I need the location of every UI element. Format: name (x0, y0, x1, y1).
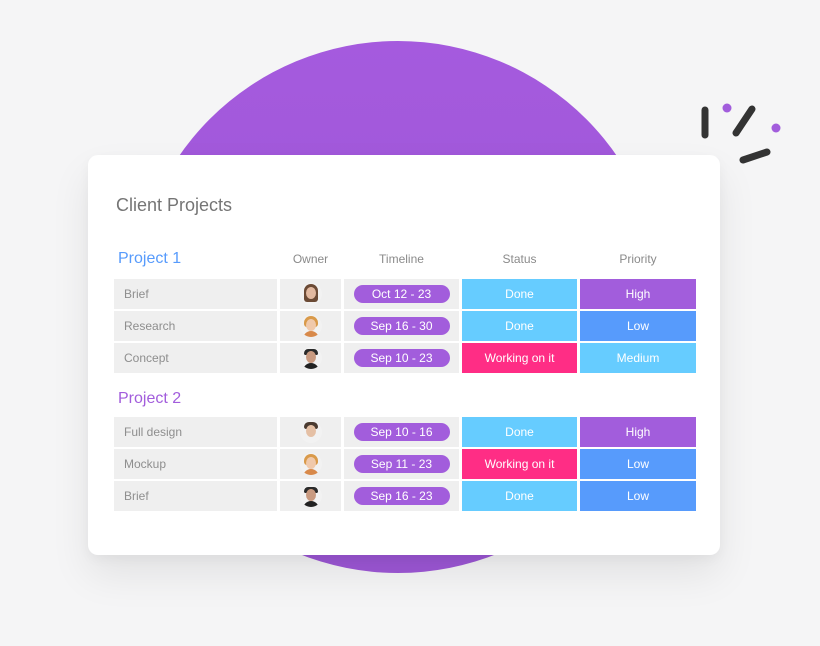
status-cell[interactable]: Done (462, 311, 577, 341)
table-row[interactable]: Mockup Sep 11 - 23 Working on it Low (114, 449, 696, 479)
column-header-status: Status (502, 252, 537, 266)
item-name[interactable]: Concept (114, 343, 277, 373)
column-header-timeline: Timeline (379, 252, 424, 266)
status-cell[interactable]: Done (462, 481, 577, 511)
item-name[interactable]: Mockup (114, 449, 277, 479)
owner-cell[interactable] (280, 481, 341, 511)
item-name[interactable]: Full design (114, 417, 277, 447)
timeline-cell[interactable]: Sep 10 - 23 (344, 343, 459, 373)
timeline-pill: Sep 16 - 23 (353, 487, 450, 505)
group-header-project-2: Project 2 (114, 384, 696, 414)
avatar-man-beard (299, 347, 322, 369)
timeline-pill: Sep 11 - 23 (353, 455, 450, 473)
avatar-woman-orange-hat (299, 315, 322, 337)
column-header-priority: Priority (619, 252, 657, 266)
priority-cell[interactable]: Low (580, 449, 696, 479)
owner-cell[interactable] (280, 343, 341, 373)
status-cell[interactable]: Working on it (462, 449, 577, 479)
priority-cell[interactable]: Low (580, 311, 696, 341)
timeline-pill: Sep 10 - 16 (353, 423, 450, 441)
table-row[interactable]: Research Sep 16 - 30 Done Low (114, 311, 696, 341)
owner-cell[interactable] (280, 417, 341, 447)
timeline-pill: Sep 16 - 30 (353, 317, 450, 335)
status-cell[interactable]: Done (462, 417, 577, 447)
group-title[interactable]: Project 2 (118, 390, 182, 407)
owner-cell[interactable] (280, 279, 341, 309)
priority-cell[interactable]: High (580, 417, 696, 447)
item-name[interactable]: Brief (114, 279, 277, 309)
owner-cell[interactable] (280, 449, 341, 479)
avatar-woman-brown-hair (299, 283, 322, 305)
avatar-woman-orange-hat (299, 453, 322, 475)
avatar-man-beard (299, 485, 322, 507)
column-header-owner: Owner (292, 252, 329, 266)
group-header-project-1: Project 1 Owner Timeline Status Priority (114, 244, 696, 274)
priority-cell[interactable]: Low (580, 481, 696, 511)
timeline-cell[interactable]: Sep 16 - 30 (344, 311, 459, 341)
table-row[interactable]: Concept Sep 10 - 23 Working on it Medium (114, 343, 696, 373)
group-title[interactable]: Project 1 (118, 250, 182, 267)
status-cell[interactable]: Done (462, 279, 577, 309)
timeline-cell[interactable]: Sep 16 - 23 (344, 481, 459, 511)
sparkle-decoration-icon (701, 103, 781, 164)
avatar-man-glasses (299, 421, 322, 443)
table-row[interactable]: Brief Oct 12 - 23 Done High (114, 279, 696, 309)
timeline-cell[interactable]: Sep 11 - 23 (344, 449, 459, 479)
board-title: Client Projects (116, 195, 233, 215)
timeline-pill: Sep 10 - 23 (353, 349, 450, 367)
table-row[interactable]: Brief Sep 16 - 23 Done Low (114, 481, 696, 511)
item-name[interactable]: Research (114, 311, 277, 341)
client-projects-board: Client Projects Project 1 Owner Timeline… (88, 155, 720, 555)
status-cell[interactable]: Working on it (462, 343, 577, 373)
timeline-cell[interactable]: Sep 10 - 16 (344, 417, 459, 447)
priority-cell[interactable]: Medium (580, 343, 696, 373)
timeline-pill: Oct 12 - 23 (353, 285, 450, 303)
priority-cell[interactable]: High (580, 279, 696, 309)
table-row[interactable]: Full design Sep 10 - 16 Done High (114, 417, 696, 447)
item-name[interactable]: Brief (114, 481, 277, 511)
owner-cell[interactable] (280, 311, 341, 341)
timeline-cell[interactable]: Oct 12 - 23 (344, 279, 459, 309)
